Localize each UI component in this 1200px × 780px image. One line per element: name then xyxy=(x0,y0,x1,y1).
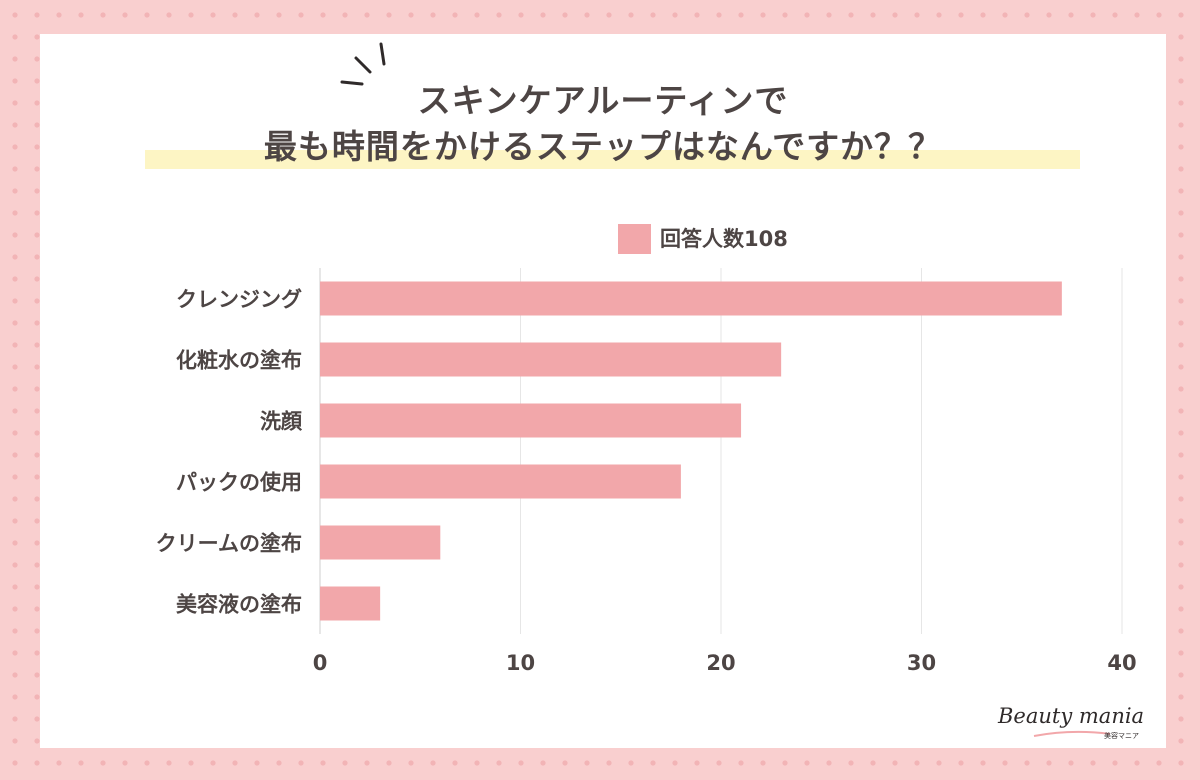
category-label: パックの使用 xyxy=(176,471,302,495)
bar xyxy=(320,525,441,560)
x-tick-label: 20 xyxy=(706,651,735,675)
x-tick-label: 40 xyxy=(1107,651,1136,675)
category-label: 美容液の塗布 xyxy=(176,593,302,617)
accent-mark xyxy=(379,42,386,66)
accent-marks xyxy=(340,42,386,86)
brand-subtitle: 美容マニア xyxy=(1104,732,1139,740)
bar xyxy=(320,281,1062,316)
accent-mark xyxy=(340,80,364,86)
category-label: クレンジング xyxy=(176,288,302,312)
bar xyxy=(320,403,742,438)
title-highlight xyxy=(145,150,1080,169)
brand-logo: Beauty mania xyxy=(998,704,1145,728)
category-label: 化粧水の塗布 xyxy=(176,349,302,373)
chart-title-line1: スキンケアルーティンで xyxy=(417,81,789,120)
card: スキンケアルーティンで 最も時間をかけるステップはなんですか？？ 回答人数108… xyxy=(40,34,1166,748)
bar-chart: 0 10 20 30 40 クレンジング化粧水の塗布洗顔パックの使用クリームの塗布美容液の… xyxy=(156,268,1137,675)
x-tick-label: 0 xyxy=(313,651,328,675)
chart-title-line2: 最も時間をかけるステップはなんですか？？ xyxy=(263,127,943,166)
bar xyxy=(320,586,381,621)
x-tick-label: 30 xyxy=(907,651,936,675)
category-label: クリームの塗布 xyxy=(156,532,302,556)
bar xyxy=(320,464,681,499)
x-tick-label: 10 xyxy=(506,651,535,675)
accent-mark xyxy=(354,56,372,74)
legend-label: 回答人数108 xyxy=(660,227,788,251)
legend-swatch xyxy=(618,224,651,254)
bar xyxy=(320,342,782,377)
category-label: 洗顔 xyxy=(260,410,303,434)
brand-underline xyxy=(1033,730,1111,737)
